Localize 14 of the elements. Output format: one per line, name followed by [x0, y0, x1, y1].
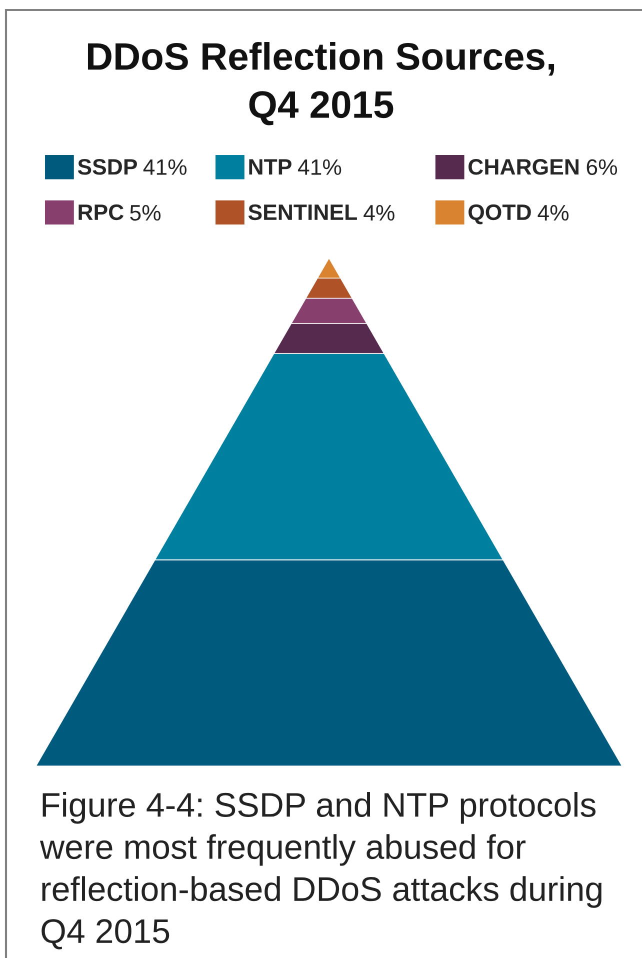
- category-label: RPC: [78, 204, 124, 220]
- data-label: 41%: [143, 159, 187, 175]
- data-label: 5%: [130, 205, 161, 221]
- data-label: 4%: [364, 205, 394, 221]
- data-label: 4%: [538, 205, 569, 221]
- category-label: NTP: [249, 159, 292, 175]
- data-label: 41%: [298, 159, 342, 175]
- category-label: QOTD: [468, 204, 531, 224]
- category-label: CHARGEN: [468, 159, 578, 175]
- data-label: 6%: [586, 159, 618, 176]
- text: DDoS Reflection Sources, Q4 2015: [88, 42, 554, 126]
- category-label: SENTINEL: [248, 204, 357, 220]
- caption: Figure 4-4: SSDP and NTP protocols were most frequently abused for reflection-based DDoS attacks during Q4 2015: [40, 792, 602, 950]
- category-label: SSDP: [78, 159, 137, 175]
